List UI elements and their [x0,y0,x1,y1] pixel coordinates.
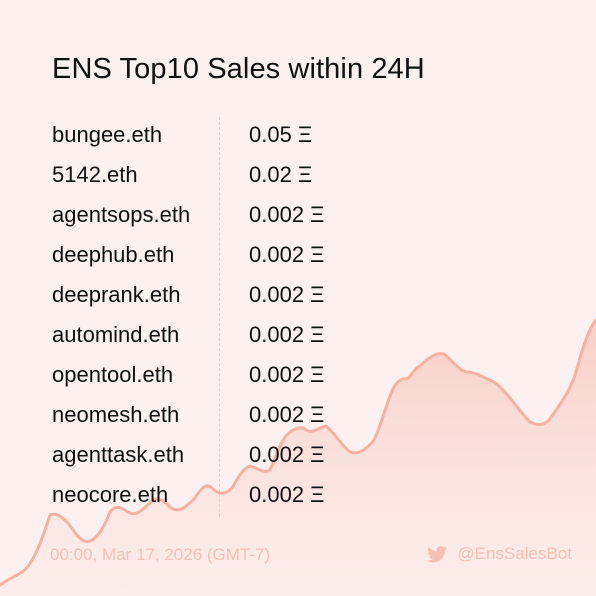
footer-bot-handle[interactable]: @EnsSalesBot [427,544,572,564]
sale-domain-name: agenttask.eth [52,442,185,467]
twitter-icon [427,545,448,562]
sale-row: agentsops.eth 0.002 Ξ [52,195,382,235]
sale-domain-name: neocore.eth [52,482,169,507]
background-trend-line [0,318,596,587]
sale-row: deeprank.eth 0.002 Ξ [52,275,382,315]
sale-domain-name: opentool.eth [52,362,174,387]
sale-price: 0.002 Ξ [249,442,325,467]
sale-domain-name: deeprank.eth [52,282,181,307]
sale-row: neomesh.eth 0.002 Ξ [52,395,382,435]
sale-price: 0.002 Ξ [249,322,325,347]
background-trend-area [0,320,596,596]
sale-price: 0.002 Ξ [249,202,325,227]
sale-price: 0.02 Ξ [249,162,313,187]
sale-row: bungee.eth 0.05 Ξ [52,115,382,155]
sale-price: 0.002 Ξ [249,242,325,267]
sale-price: 0.002 Ξ [249,402,325,427]
sale-row: 5142.eth 0.02 Ξ [52,155,382,195]
sale-domain-name: agentsops.eth [52,202,191,227]
sale-row: automind.eth 0.002 Ξ [52,315,382,355]
sale-price: 0.002 Ξ [249,482,325,507]
sale-row: agenttask.eth 0.002 Ξ [52,435,382,475]
sale-row: deephub.eth 0.002 Ξ [52,235,382,275]
sales-list: bungee.eth 0.05 Ξ 5142.eth 0.02 Ξ agents… [52,115,382,515]
sale-domain-name: bungee.eth [52,122,163,147]
sale-price: 0.002 Ξ [249,282,325,307]
card-title: ENS Top10 Sales within 24H [52,53,425,85]
sale-domain-name: automind.eth [52,322,180,347]
sale-domain-name: neomesh.eth [52,402,180,427]
sale-price: 0.002 Ξ [249,362,325,387]
sale-row: neocore.eth 0.002 Ξ [52,475,382,515]
sale-domain-name: deephub.eth [52,242,175,267]
bot-handle-text[interactable]: @EnsSalesBot [457,544,572,563]
column-divider [219,117,220,517]
sale-price: 0.05 Ξ [249,122,313,147]
footer-timestamp: 00:00, Mar 17, 2026 (GMT-7) [50,545,271,564]
sale-row: opentool.eth 0.002 Ξ [52,355,382,395]
sale-domain-name: 5142.eth [52,162,138,187]
